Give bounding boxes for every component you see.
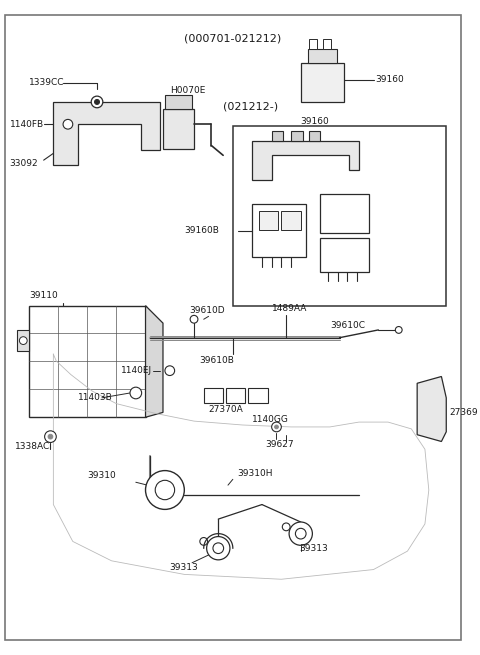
Circle shape [48,434,53,439]
Bar [291,131,303,141]
Text: 39313: 39313 [170,563,199,572]
Bar [320,194,369,233]
Polygon shape [417,377,446,441]
Text: 27369: 27369 [449,408,478,417]
Circle shape [190,315,198,323]
Bar [165,95,192,109]
Bar [17,330,29,351]
Text: 39610C: 39610C [330,320,365,329]
Bar [301,63,344,102]
Bar [252,204,306,257]
Text: 39160B: 39160B [184,227,219,235]
Circle shape [45,431,56,443]
Bar [204,388,223,403]
Circle shape [295,529,306,539]
Text: 39313: 39313 [299,544,327,553]
Circle shape [63,119,73,129]
Circle shape [396,327,402,333]
Text: 39160: 39160 [375,75,404,84]
Bar [320,238,369,272]
Text: 39310: 39310 [87,471,116,480]
Bar [272,131,283,141]
Text: 39310H: 39310H [238,469,273,478]
Text: 1140GG: 1140GG [252,415,289,424]
Text: 33092: 33092 [10,159,38,168]
Bar [259,211,278,230]
Circle shape [200,538,208,546]
Text: 39610B: 39610B [199,356,234,365]
Text: 1338AC: 1338AC [14,442,50,451]
Text: (000701-021212): (000701-021212) [184,34,281,44]
Bar [29,306,145,417]
Circle shape [91,96,103,108]
Circle shape [95,100,99,104]
Polygon shape [53,102,160,165]
Text: 39160: 39160 [301,117,329,126]
Text: (021212-): (021212-) [223,102,278,112]
Text: 11403B: 11403B [78,394,112,402]
Circle shape [130,387,142,399]
Circle shape [155,480,175,500]
Text: 1339CC: 1339CC [29,78,65,87]
Text: 39110: 39110 [29,291,58,301]
Circle shape [289,522,312,546]
Bar [309,131,320,141]
Circle shape [206,536,230,560]
Bar [163,109,194,149]
Polygon shape [252,141,359,179]
Bar [248,388,268,403]
Bar [233,126,446,306]
Text: 39610D: 39610D [189,306,225,315]
Bar [281,211,301,230]
Text: 39627: 39627 [265,440,293,449]
Bar [226,388,245,403]
Bar [323,39,331,48]
Bar [310,39,317,48]
Polygon shape [34,340,446,601]
Text: 1489AA: 1489AA [272,304,307,313]
Text: 1140EJ: 1140EJ [121,366,152,375]
Circle shape [145,470,184,510]
Circle shape [272,422,281,432]
Bar [308,48,336,63]
Circle shape [19,337,27,345]
Polygon shape [145,306,163,417]
Text: 27370A: 27370A [209,405,243,414]
Circle shape [165,366,175,375]
Circle shape [282,523,290,531]
Text: H0070E: H0070E [170,86,205,95]
Text: 1140FB: 1140FB [10,120,44,129]
Circle shape [275,425,278,429]
Circle shape [213,543,224,553]
